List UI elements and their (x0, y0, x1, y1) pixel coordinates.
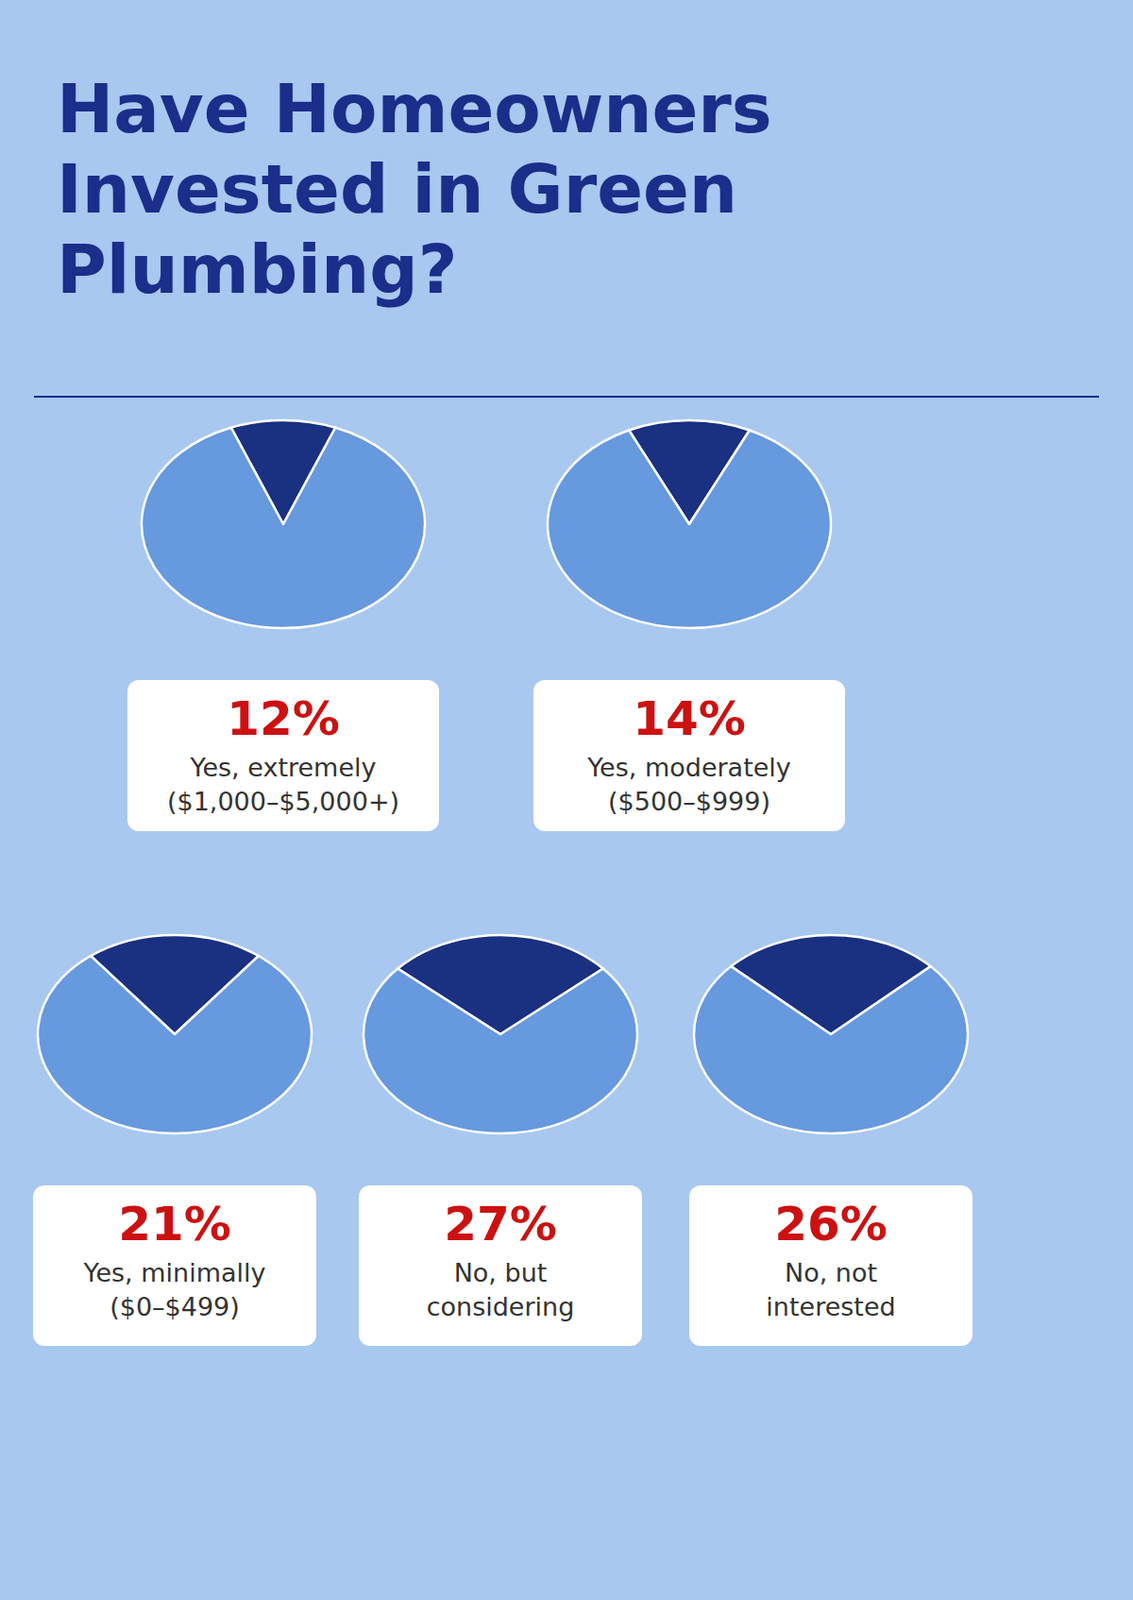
category-label: No, butconsidering (426, 1257, 575, 1321)
pie-slice (141, 427, 425, 628)
category-label: Yes, moderately($500–$999) (586, 752, 792, 816)
separator (33, 395, 1100, 398)
label-box (358, 1184, 643, 1346)
pie-slice (547, 429, 831, 628)
pie-slice (363, 968, 638, 1133)
pie-chart: 27%No, butconsidering (358, 934, 643, 1346)
category-label: Yes, minimally($0–$499) (83, 1257, 267, 1321)
label-box (689, 1184, 973, 1346)
pie-chart: 26%No, notinterested (689, 934, 973, 1346)
label-box (33, 1184, 317, 1346)
pie-chart: 12% Yes, extremely($1,000–$5,000+) (127, 420, 440, 831)
pie-chart: 14% Yes, moderately($500–$999) (533, 420, 846, 831)
data-label: 21% (118, 1196, 232, 1252)
data-label: 14% (632, 691, 746, 746)
label-box (127, 679, 440, 831)
data-label: 27% (443, 1196, 558, 1252)
pie-slice (37, 955, 312, 1133)
pie-chart: 21%Yes, minimally($0–$499) (33, 934, 317, 1346)
data-label: 26% (774, 1196, 888, 1252)
pie-slice (693, 965, 968, 1133)
label-box (533, 679, 846, 831)
title: Have HomeownersInvested in GreenPlumbing… (56, 68, 773, 309)
background (0, 0, 1133, 1600)
category-label: No, notinterested (765, 1257, 896, 1321)
infographic: Have HomeownersInvested in GreenPlumbing… (0, 0, 1133, 1600)
data-label: 12% (226, 691, 340, 746)
category-label: Yes, extremely($1,000–$5,000+) (167, 752, 400, 816)
